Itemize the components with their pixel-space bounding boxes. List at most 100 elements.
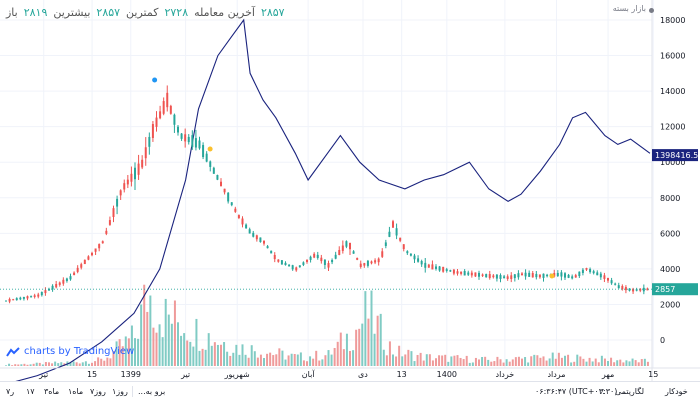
time-tick-label: تیر [38, 370, 48, 379]
candle-body [427, 264, 430, 268]
volume-bar [8, 363, 11, 366]
candle-body [295, 267, 298, 271]
candle-body [599, 273, 602, 278]
range-button-1[interactable]: ۷ر [6, 387, 15, 396]
candle-body [177, 126, 179, 133]
volume-bar [447, 361, 450, 366]
last-price-badge-bg [652, 283, 698, 296]
volume-bar [78, 363, 81, 366]
ohlc-legend: باز ۲۸۱۹ بیشترین ۲۸۵۷ کمترین ۲۷۲۸ آخرین … [6, 4, 285, 20]
range-button-6[interactable]: ۱روز [112, 387, 128, 396]
range-button-4[interactable]: ۱ماه [68, 387, 84, 396]
candle-body [266, 246, 269, 249]
candle-body [578, 271, 581, 276]
volume-bar [591, 361, 594, 366]
price-axis: 18000 16000 14000 12000 10000 8000 6000 4000 200… [651, 0, 685, 381]
volume-bar [290, 353, 293, 366]
candle-body [585, 268, 588, 270]
range-button-3[interactable]: ۳ماه [44, 387, 60, 396]
last-value: ۲۸۵۷ [260, 5, 285, 19]
volume-bar [11, 365, 14, 366]
open-value: ۲۸۱۹ [23, 5, 48, 19]
volume-bar [324, 355, 327, 366]
candle-body [377, 258, 380, 263]
volume-bar [600, 355, 603, 366]
volume-bar [20, 364, 23, 366]
candle-body [553, 273, 556, 277]
candle-body [635, 289, 638, 291]
volume-bar [554, 358, 557, 366]
volume-bar [124, 336, 127, 366]
range-button-2[interactable]: ۱۷ [26, 387, 35, 396]
volume-bar [173, 300, 176, 366]
volume-bar [349, 350, 351, 366]
percent-toggle[interactable]: ٪ [600, 387, 605, 396]
volume-bar [416, 354, 419, 366]
volume-bar [388, 341, 391, 366]
price-tick-label: 16000 [660, 52, 685, 61]
volume-bar [392, 354, 394, 366]
divider [132, 386, 133, 397]
volume-bar [14, 364, 17, 366]
volume-bar [493, 361, 496, 366]
candle-body [564, 273, 566, 278]
volume-bar [646, 361, 649, 366]
low-label: کمترین [126, 5, 159, 19]
candle-body [288, 264, 291, 267]
volume-bar [333, 347, 336, 366]
price-tick-label: 18000 [660, 16, 685, 25]
volume-bar [253, 351, 256, 366]
tradingview-logo[interactable]: charts by TradingView [6, 346, 134, 357]
candle-body [370, 261, 373, 264]
volume-bar [367, 318, 370, 366]
candle-body [223, 188, 226, 193]
candle-body [166, 92, 169, 108]
volume-bar [134, 338, 136, 366]
volume-bar [149, 295, 152, 366]
candle-body [442, 266, 445, 272]
candle-body [87, 256, 90, 260]
candle-body [101, 241, 104, 244]
volume-bar [330, 354, 333, 366]
volume-bar [201, 348, 204, 366]
range-button-5[interactable]: ۷روز [90, 387, 106, 396]
volume-bar [613, 362, 616, 366]
volume-bar [170, 323, 173, 366]
volume-bar [100, 358, 103, 366]
candle-body [313, 253, 316, 258]
volume-bar [438, 355, 441, 366]
candle-body [273, 254, 276, 260]
volume-bar [499, 359, 502, 366]
volume-bar [382, 349, 385, 366]
volume-bar [352, 350, 355, 366]
candle-body [19, 297, 22, 300]
candle-body [431, 264, 434, 270]
price-tick-label: 12000 [660, 123, 685, 132]
candle-body [452, 269, 455, 274]
log-scale-toggle[interactable]: لگاریتمی [615, 387, 645, 396]
volume-bar [269, 352, 272, 366]
candle-body [349, 242, 351, 250]
volume-bar [361, 323, 364, 366]
candle-body [628, 288, 631, 291]
volume-bar [496, 356, 499, 366]
volume-bar [275, 354, 278, 366]
candle-body [617, 285, 620, 289]
candle-body [528, 272, 531, 277]
volume-bar [81, 362, 84, 366]
candle-body [435, 266, 437, 269]
utc-clock: ۰۶:۳۶:۴۷ (UTC+۰۳:۳۰) [535, 387, 618, 396]
volume-bar [622, 362, 625, 366]
candle-body [80, 264, 83, 268]
last-price-badge-text: 2857 [655, 285, 675, 294]
time-tick-label: مهر [601, 370, 614, 379]
volume-bar [287, 355, 290, 366]
volume-bar [158, 324, 161, 366]
volume-bar [75, 362, 78, 366]
auto-scale-toggle[interactable]: خودکار [665, 387, 688, 396]
candle-body [212, 167, 215, 174]
goto-date-button[interactable]: ...برو به [138, 387, 166, 396]
volume-bar [244, 354, 247, 366]
